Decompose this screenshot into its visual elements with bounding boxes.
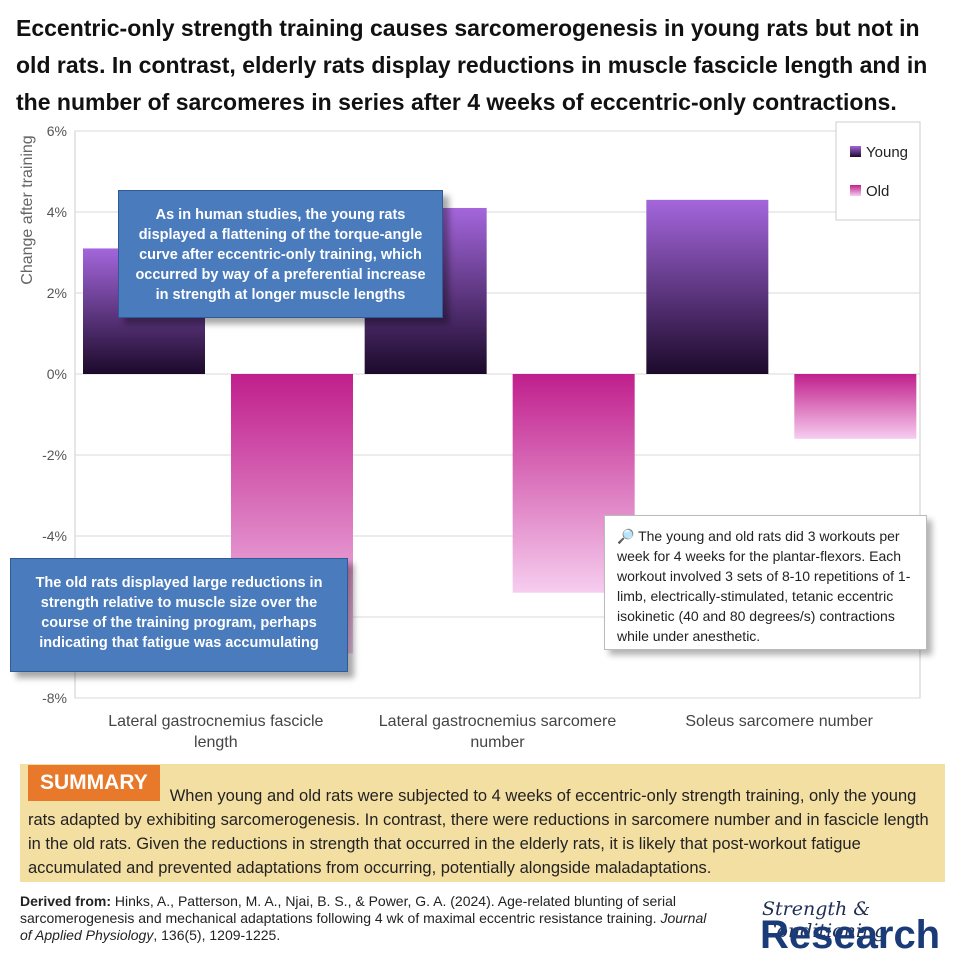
callout-method: 🔎 The young and old rats did 3 workouts … (604, 515, 927, 650)
legend-box (835, 121, 921, 221)
citation: Derived from: Hinks, A., Patterson, M. A… (20, 893, 720, 944)
legend-label: Old (866, 183, 889, 200)
x-tick-label: Lateral gastrocnemius sarcomere number (378, 713, 617, 751)
bar (646, 199, 769, 374)
callout-young: As in human studies, the young rats disp… (118, 190, 443, 318)
citation-label: Derived from: (20, 893, 112, 909)
x-tick-label: Lateral gastrocnemius fascicle length (108, 713, 324, 751)
y-tick-label: 2% (47, 285, 67, 301)
y-tick-label: 6% (47, 123, 67, 139)
y-tick-label: -4% (42, 528, 67, 544)
citation-journal: Journal of Applied Physiology (20, 910, 707, 943)
y-tick-label: -8% (42, 690, 67, 706)
logo-bottom: Research (760, 913, 941, 957)
legend-label: Young (866, 144, 908, 161)
citation-details: , 136(5), 1209-1225. (153, 927, 281, 943)
y-tick-label: -2% (42, 447, 67, 463)
x-tick-label: Soleus sarcomere number (685, 713, 873, 730)
title: Eccentric-only strength training causes … (16, 15, 928, 115)
summary-tag: SUMMARY (28, 765, 160, 801)
summary-box: SUMMARY When young and old rats were sub… (20, 764, 945, 882)
y-axis-label: Change after training (19, 135, 36, 284)
summary-text: When young and old rats were subjected t… (28, 787, 929, 877)
y-tick-label: 4% (47, 204, 67, 220)
legend-swatch (850, 185, 861, 196)
citation-authors: Hinks, A., Patterson, M. A., Njai, B. S.… (20, 893, 676, 926)
callout-old: The old rats displayed large reductions … (10, 558, 348, 672)
bar (794, 374, 917, 439)
y-tick-label: 0% (47, 366, 67, 382)
legend-swatch (850, 146, 861, 157)
logo-top: Strength & Conditioning (762, 898, 887, 942)
